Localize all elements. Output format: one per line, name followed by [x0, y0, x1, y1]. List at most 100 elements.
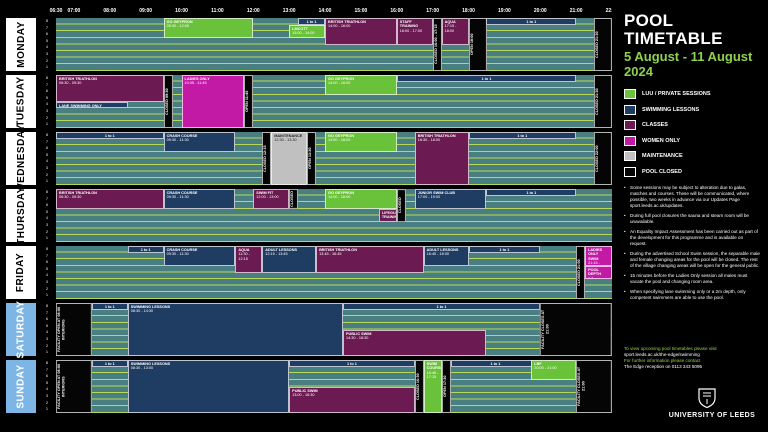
- session-block[interactable]: CLOSED 22:00: [594, 132, 612, 185]
- crest-icon: [698, 388, 716, 408]
- session-block[interactable]: BRITISH TRIATHLON 13:45 - 16:45: [316, 246, 424, 273]
- time-label: 12:00: [246, 8, 260, 14]
- session-block[interactable]: GO GEYPRON 14:00 - 16:00: [325, 132, 397, 152]
- session-block[interactable]: FACILITY OPEN AT 08:00 INTERIORS: [56, 360, 92, 413]
- session-block[interactable]: LANE SWIMMING ONLY: [56, 101, 128, 109]
- session-block[interactable]: 1 to 1: [486, 18, 577, 25]
- note-text: An Equality Impact Assessment has been c…: [630, 228, 758, 246]
- session-title: FACILITY CLOSES AT 21:00: [577, 366, 586, 407]
- footer-link[interactable]: sport.leeds.ac.uk/the-edge/swimming: [624, 352, 700, 357]
- lane-number: 2: [46, 172, 48, 177]
- session-block[interactable]: FACILITY OPEN AT 08:00 INTERIORS: [56, 303, 92, 356]
- time-label: 16:00: [390, 8, 404, 14]
- session-time: 14:00 - 16:00: [328, 195, 351, 200]
- session-block[interactable]: OPEN 11:45: [244, 75, 254, 128]
- session-block[interactable]: 1 to 1: [56, 132, 164, 139]
- session-block[interactable]: CLOSED 21:30: [594, 75, 612, 128]
- session-title: 1 to 1: [436, 305, 447, 309]
- session-block[interactable]: BRITISH TRIATHLON 14:00 - 16:00: [325, 18, 397, 45]
- session-block[interactable]: STAFF TRAINING 16:00 - 17:00: [396, 18, 433, 45]
- session-block[interactable]: CLOSED 09:30: [163, 75, 173, 128]
- session-block[interactable]: MAINTENANCE 12:30 - 13:30: [271, 132, 308, 185]
- time-label: 07:00: [67, 8, 81, 14]
- session-block[interactable]: PUBLIC SWIM 13:00 - 16:30: [289, 386, 415, 413]
- session-block[interactable]: FACILITY CLOSES AT 21:00: [540, 303, 612, 356]
- legend-swatch: [624, 89, 636, 99]
- session-title: 1 to 1: [306, 20, 317, 24]
- session-block[interactable]: PUBLIC SWIM 14:30 - 18:30: [342, 329, 487, 356]
- session-block[interactable]: 1 to 1: [486, 189, 577, 196]
- session-block[interactable]: CRASH COURSE 09:30 - 11:30: [163, 132, 236, 152]
- session-time: 14:00 - 16:00: [328, 138, 351, 143]
- session-block[interactable]: POOL DEPTH 0.9m: [585, 265, 612, 280]
- session-block[interactable]: SWIM COURSE 16:45 - 17:15: [423, 360, 442, 413]
- session-block[interactable]: 1 to 1: [298, 18, 326, 25]
- session-block[interactable]: BRITISH TRIATHLON 16:30 - 18:00: [414, 132, 469, 185]
- session-title: BRITISH TRIATHLON: [328, 20, 366, 24]
- day-label-friday: FRIDAY: [6, 246, 36, 299]
- session-block[interactable]: LADIES ONLY 10:05 - 11:45: [181, 75, 245, 128]
- session-block[interactable]: LBF 20:00 - 21:00: [531, 360, 577, 380]
- session-block[interactable]: CRASH COURSE 09:30 - 11:30: [163, 246, 236, 266]
- lane-number: 1: [46, 179, 48, 184]
- session-block[interactable]: LMCOTT 13:00 - 14:00: [289, 24, 326, 38]
- legend-item: WOMEN ONLY: [624, 134, 760, 148]
- legend-item: MAINTENANCE: [624, 149, 760, 163]
- session-block[interactable]: 1 to 1: [396, 75, 577, 82]
- lane-number: 5: [46, 95, 48, 100]
- session-block[interactable]: CLOSED 16:00 - 17:15: [432, 18, 442, 71]
- lane-number: 4: [46, 102, 48, 107]
- session-block[interactable]: 1 to 1: [127, 246, 164, 253]
- session-title: OPEN 13:30: [308, 147, 313, 170]
- session-time: 08:30 - 13:00: [130, 366, 154, 371]
- session-block[interactable]: SWIMMING LESSONS 08:30 - 14:30: [127, 303, 343, 356]
- session-block[interactable]: GO GEYPRON 14:00 - 16:00: [325, 75, 397, 95]
- session-block[interactable]: BRITISH TRIATHLON 06:30 - 09:30: [56, 75, 164, 102]
- session-block[interactable]: OPEN 17:30: [441, 360, 451, 413]
- session-block[interactable]: AQUA 17:15 - 18:00: [441, 18, 469, 45]
- session-block[interactable]: AQUA 11:30 - 12:15: [235, 246, 263, 273]
- session-block[interactable]: CRASH COURSE 09:30 - 11:30: [163, 189, 236, 209]
- session-block[interactable]: CLOSED 12:15: [262, 132, 272, 185]
- legend-swatch: [624, 135, 636, 146]
- time-label: 08:00: [103, 8, 117, 14]
- session-block[interactable]: 1 to 1: [91, 360, 128, 367]
- session-block[interactable]: CLOSED: [289, 189, 299, 209]
- note-item: • 15 minutes before the Ladies Only sessi…: [624, 273, 760, 285]
- session-block[interactable]: SWIMMING LESSONS 08:30 - 13:00: [127, 360, 290, 413]
- session-block[interactable]: JUNIOR SWIM CLUB 17:00 - 19:00: [414, 189, 487, 209]
- session-block[interactable]: CLOSED 21:00: [576, 246, 586, 299]
- session-title: 1 to 1: [481, 77, 492, 81]
- pool-row-friday: 1 to 1 CRASH COURSE 09:30 - 11:30 AQUA 11:30…: [56, 246, 612, 299]
- session-block[interactable]: CLOSED 16:30: [414, 360, 424, 413]
- session-block[interactable]: OPEN 13:30: [307, 132, 317, 185]
- session-block[interactable]: 1 to 1: [468, 132, 577, 139]
- session-block[interactable]: GO GEYPRON 14:00 - 16:00: [325, 189, 397, 209]
- note-item: • When specifying lane swimming only or a…: [624, 289, 760, 301]
- legend-swatch: [624, 151, 636, 161]
- session-block[interactable]: FACILITY CLOSES AT 21:00: [576, 360, 612, 413]
- lane-number: 4: [46, 45, 48, 50]
- session-time: 20:00 - 21:00: [534, 366, 557, 371]
- session-block[interactable]: ADULT LESSONS 12:15 - 13:45: [262, 246, 317, 273]
- timetable-grid: 06:30 07:00 08:00 09:00 10:00 11:00 12:00 13:00…: [6, 8, 619, 413]
- session-block[interactable]: SWIM FIT 12:00 - 13:00: [253, 189, 290, 209]
- session-block[interactable]: OPEN 18:00: [468, 18, 487, 71]
- session-block[interactable]: 1 to 1: [289, 360, 415, 367]
- lane-number: 6: [46, 317, 48, 322]
- session-block[interactable]: 1 to 1: [468, 246, 541, 253]
- session-block[interactable]: CLOSED 21:30: [594, 18, 612, 71]
- session-block[interactable]: LIFEGUARD TRAINING: [378, 208, 397, 223]
- session-block[interactable]: CLOSED: [396, 189, 406, 223]
- session-title: CLOSED 21:00: [577, 259, 582, 286]
- session-block[interactable]: 1 to 1: [450, 360, 541, 367]
- session-block[interactable]: ADULT LESSONS 16:45 - 18:00: [423, 246, 469, 266]
- session-block[interactable]: 1 to 1: [342, 303, 541, 310]
- day-name: WEDNESDAY: [15, 124, 27, 193]
- session-block[interactable]: 1 to 1: [91, 303, 128, 310]
- session-block[interactable]: BRITISH TRIATHLON 06:30 - 09:30: [56, 189, 164, 209]
- session-block[interactable]: GO GEYPRON 09:30 - 12:00: [163, 18, 254, 38]
